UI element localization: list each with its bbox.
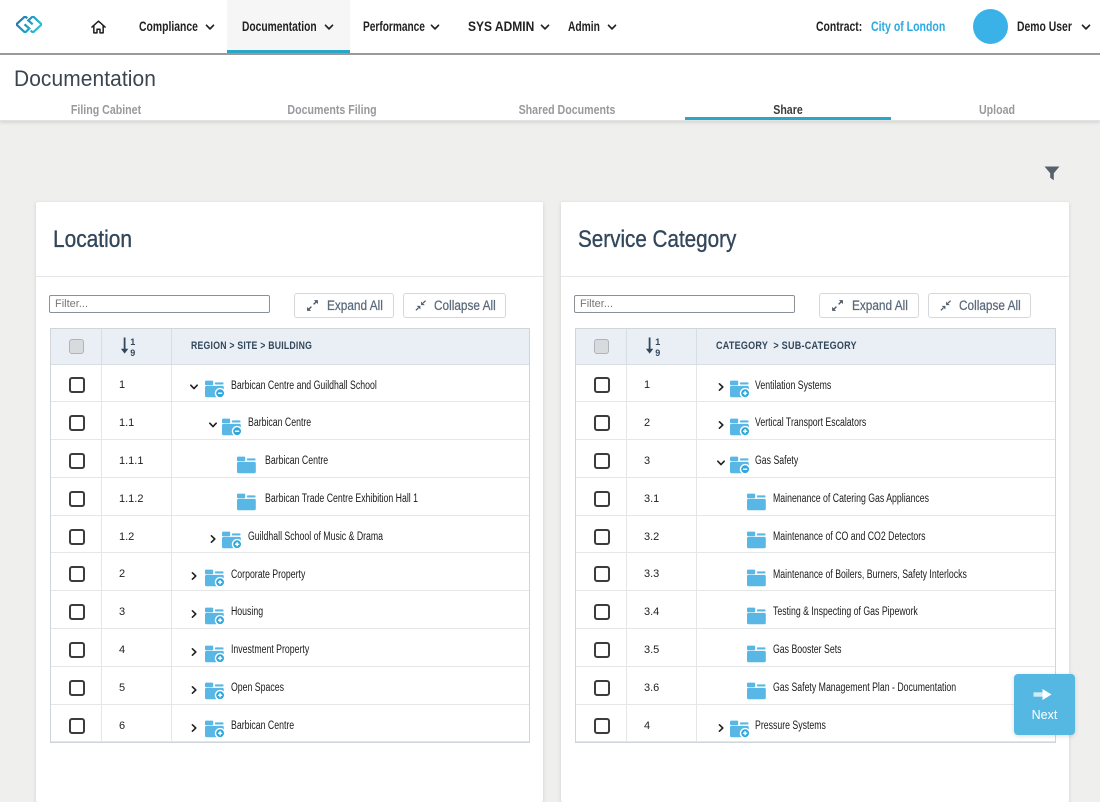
svg-text:1: 1 — [655, 337, 660, 347]
svg-text:1: 1 — [130, 337, 135, 347]
svg-text:9: 9 — [655, 348, 660, 358]
svg-text:9: 9 — [130, 348, 135, 358]
